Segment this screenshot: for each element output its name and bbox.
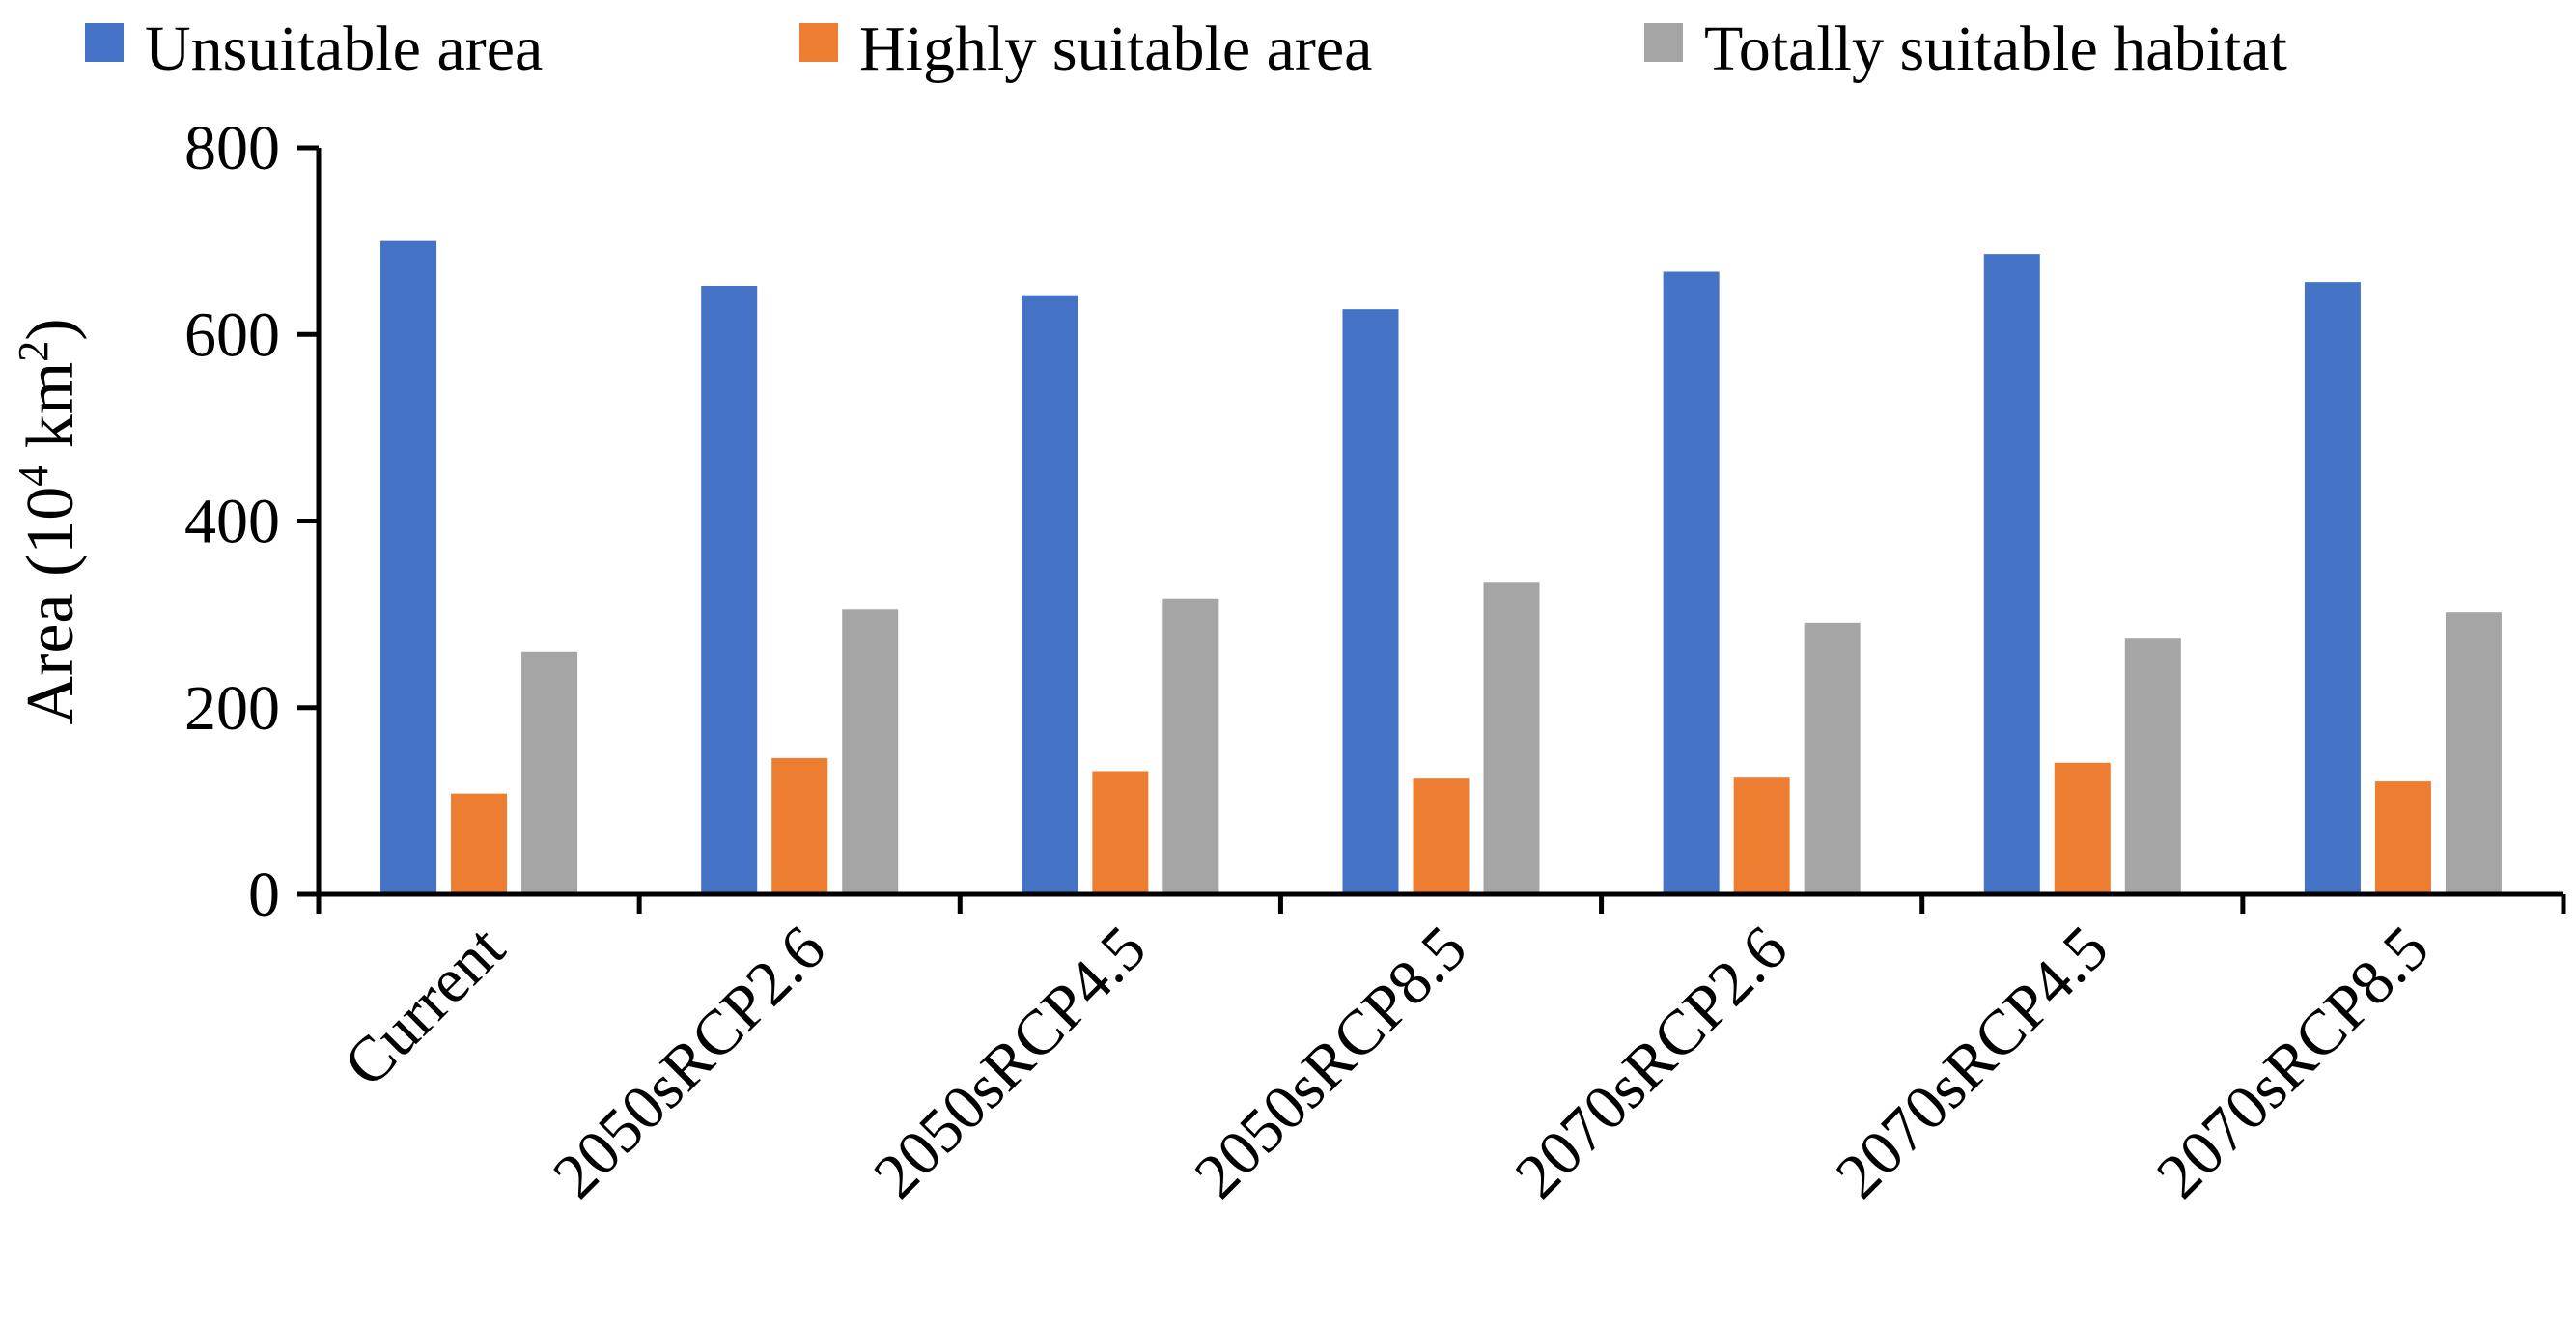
- y-axis-title-text: Area (104 km2): [10, 318, 88, 724]
- bar-unsuitable-area-4: [1342, 309, 1399, 894]
- bar-highly-suitable-area-5: [1733, 777, 1790, 894]
- bar-unsuitable-area-6: [1983, 254, 2040, 895]
- bar-unsuitable-area-2: [701, 286, 758, 894]
- y-tick-label: 600: [184, 299, 280, 370]
- bar-highly-suitable-area-2: [771, 757, 828, 894]
- y-tick-label: 800: [184, 113, 280, 184]
- legend-swatch-3: [1644, 23, 1683, 62]
- x-category-label: 2070sRCP4.5: [1823, 913, 2122, 1212]
- y-tick-label: 0: [248, 860, 280, 930]
- y-axis-title: Area (104 km2): [10, 318, 88, 724]
- bar-unsuitable-area-1: [380, 240, 437, 894]
- bar-highly-suitable-area-4: [1413, 778, 1470, 894]
- legend-label-3: Totally suitable habitat: [1704, 14, 2287, 84]
- legend: Unsuitable area Highly suitable area Total…: [85, 14, 2287, 84]
- x-category-label: 2070sRCP2.6: [1502, 913, 1802, 1212]
- bar-totally-suitable-habitat-3: [1162, 598, 1219, 894]
- bar-unsuitable-area-5: [1663, 271, 1720, 895]
- bar-highly-suitable-area-3: [1092, 771, 1149, 894]
- bar-totally-suitable-habitat-5: [1804, 622, 1861, 894]
- bars: [380, 240, 2502, 895]
- legend-label-2: Highly suitable area: [859, 14, 1372, 84]
- legend-swatch-2: [799, 23, 838, 62]
- bar-unsuitable-area-3: [1022, 295, 1078, 895]
- bar-highly-suitable-area-1: [451, 793, 508, 894]
- bar-unsuitable-area-7: [2304, 282, 2361, 894]
- bar-totally-suitable-habitat-1: [521, 651, 578, 894]
- bar-totally-suitable-habitat-6: [2124, 638, 2181, 894]
- x-category-label: Current: [330, 913, 518, 1100]
- bar-totally-suitable-habitat-4: [1483, 582, 1540, 894]
- x-category-label: 2050sRCP2.6: [540, 913, 839, 1212]
- legend-swatch-1: [85, 23, 124, 62]
- x-axis: [316, 891, 2566, 914]
- bar-highly-suitable-area-6: [2054, 762, 2111, 894]
- x-category-label: 2050sRCP4.5: [860, 913, 1160, 1212]
- y-tick-label: 200: [184, 673, 280, 744]
- x-category-label: 2050sRCP8.5: [1181, 913, 1480, 1212]
- x-axis-labels: Current 2050sRCP2.6 2050sRCP4.5 2050sRCP8.5…: [330, 913, 2442, 1212]
- x-category-label: 2070sRCP8.5: [2143, 913, 2443, 1212]
- legend-label-1: Unsuitable area: [145, 14, 543, 84]
- bar-totally-suitable-habitat-7: [2445, 612, 2502, 894]
- y-tick-label: 400: [184, 487, 280, 557]
- bar-highly-suitable-area-7: [2374, 781, 2431, 894]
- y-axis: 0 200 400 600 800: [184, 113, 322, 930]
- bar-totally-suitable-habitat-2: [842, 609, 899, 894]
